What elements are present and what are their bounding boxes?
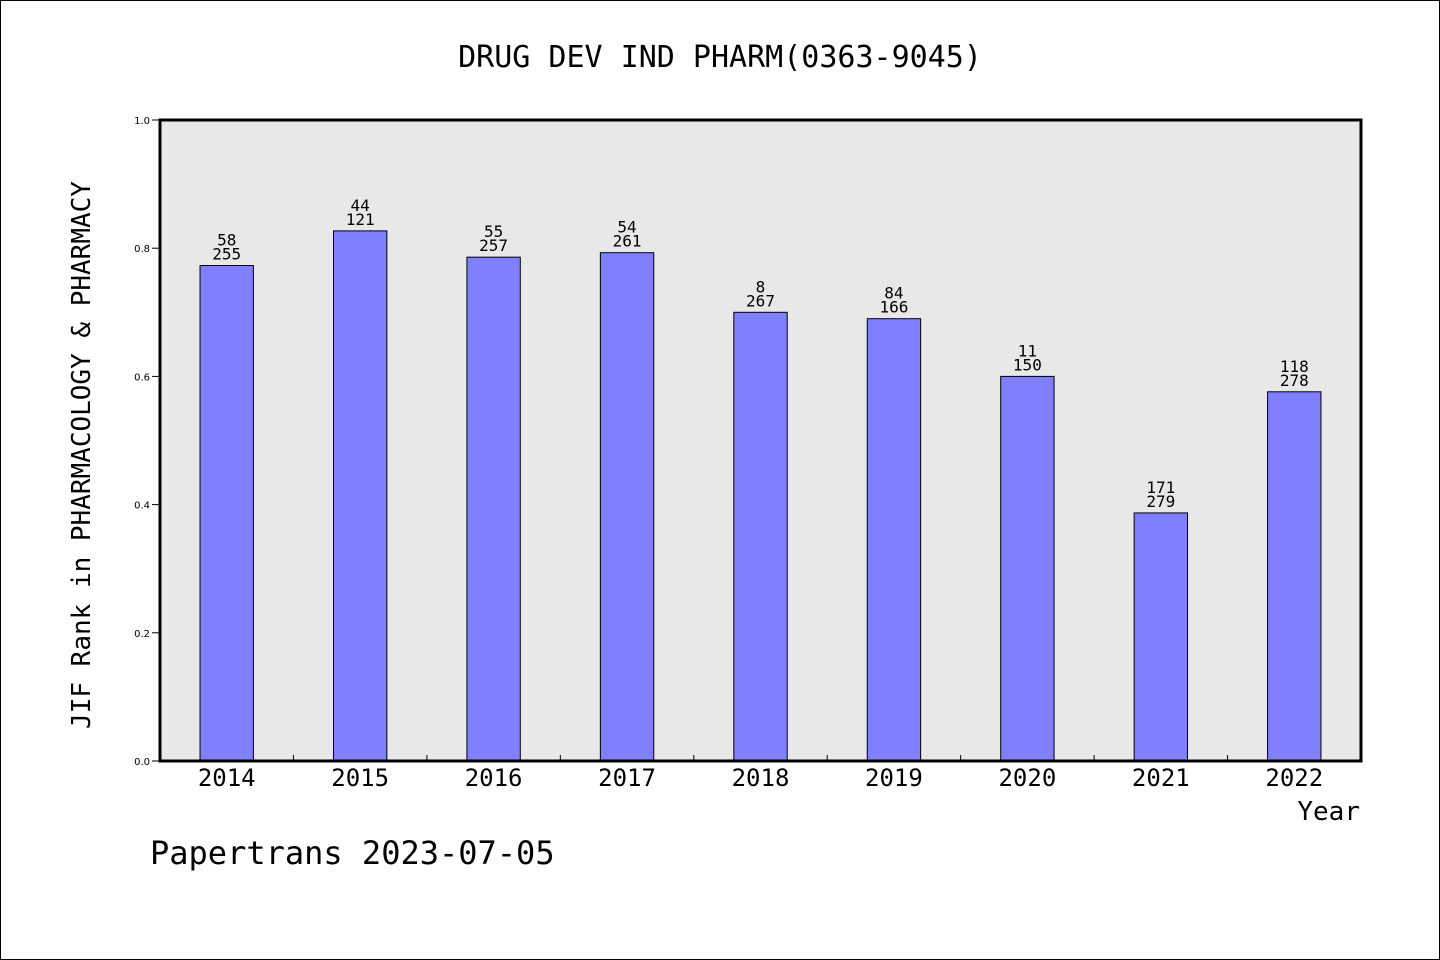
y-tick-label: 0.6 — [134, 372, 150, 383]
bar-label-bottom: 261 — [613, 232, 642, 251]
x-tick-label: 2022 — [1265, 764, 1323, 792]
bar — [866, 318, 922, 762]
y-axis: 0.0 0.2 0.4 0.6 0.8 1.0 — [134, 116, 160, 768]
y-tick-label: 1.0 — [134, 116, 150, 127]
bar — [466, 256, 521, 762]
y-tick-label: 0.0 — [134, 757, 150, 768]
bar-label-top: 118 — [1280, 357, 1309, 376]
plot-border — [158, 118, 1363, 763]
bar — [1133, 512, 1189, 762]
x-tick-label: 2018 — [732, 764, 790, 792]
bar-label-top: 58 — [217, 231, 236, 250]
bar — [1000, 375, 1055, 762]
y-tick-label: 0.2 — [134, 629, 150, 640]
bar-label-bottom: 257 — [479, 236, 508, 255]
bar — [199, 265, 254, 762]
bar-label-top: 11 — [1018, 341, 1037, 360]
chart-title: DRUG DEV IND PHARM(0363-9045) — [458, 40, 982, 75]
x-axis: 2014 2015 2016 2017 2018 2019 2020 2021 2022 — [198, 755, 1323, 792]
x-tick-label: 2016 — [465, 764, 523, 792]
y-axis-label: JIF Rank in PHARMACOLOGY & PHARMACY — [67, 181, 97, 729]
bar-label-top: 44 — [351, 196, 370, 215]
bar-label-top: 8 — [756, 277, 766, 296]
bar-label-bottom: 166 — [879, 298, 908, 317]
y-tick-label: 0.8 — [134, 244, 150, 255]
bar — [733, 311, 788, 762]
x-axis-label: Year — [1297, 797, 1360, 827]
bar-label-bottom: 255 — [212, 245, 241, 264]
bar-label-top: 84 — [884, 284, 903, 303]
x-tick-label: 2014 — [198, 764, 256, 792]
footer-credit: Papertrans 2023-07-05 — [150, 834, 555, 872]
bar-label-bottom: 121 — [346, 210, 375, 229]
y-tick-label: 0.4 — [134, 501, 150, 512]
bar-label-bottom: 278 — [1280, 371, 1309, 390]
x-tick-label: 2021 — [1132, 764, 1190, 792]
x-tick-label: 2015 — [331, 764, 389, 792]
bar-label-bottom: 279 — [1146, 492, 1175, 511]
bar — [1267, 391, 1322, 762]
bar-label-bottom: 267 — [746, 291, 775, 310]
bar — [332, 230, 388, 762]
x-tick-label: 2017 — [598, 764, 656, 792]
x-tick-label: 2019 — [865, 764, 923, 792]
bar-label-bottom: 150 — [1013, 355, 1042, 374]
bar-label-top: 171 — [1146, 478, 1175, 497]
bar — [599, 252, 655, 762]
x-tick-label: 2020 — [998, 764, 1056, 792]
bar-label-top: 54 — [617, 218, 636, 237]
bar-label-top: 55 — [484, 222, 503, 241]
